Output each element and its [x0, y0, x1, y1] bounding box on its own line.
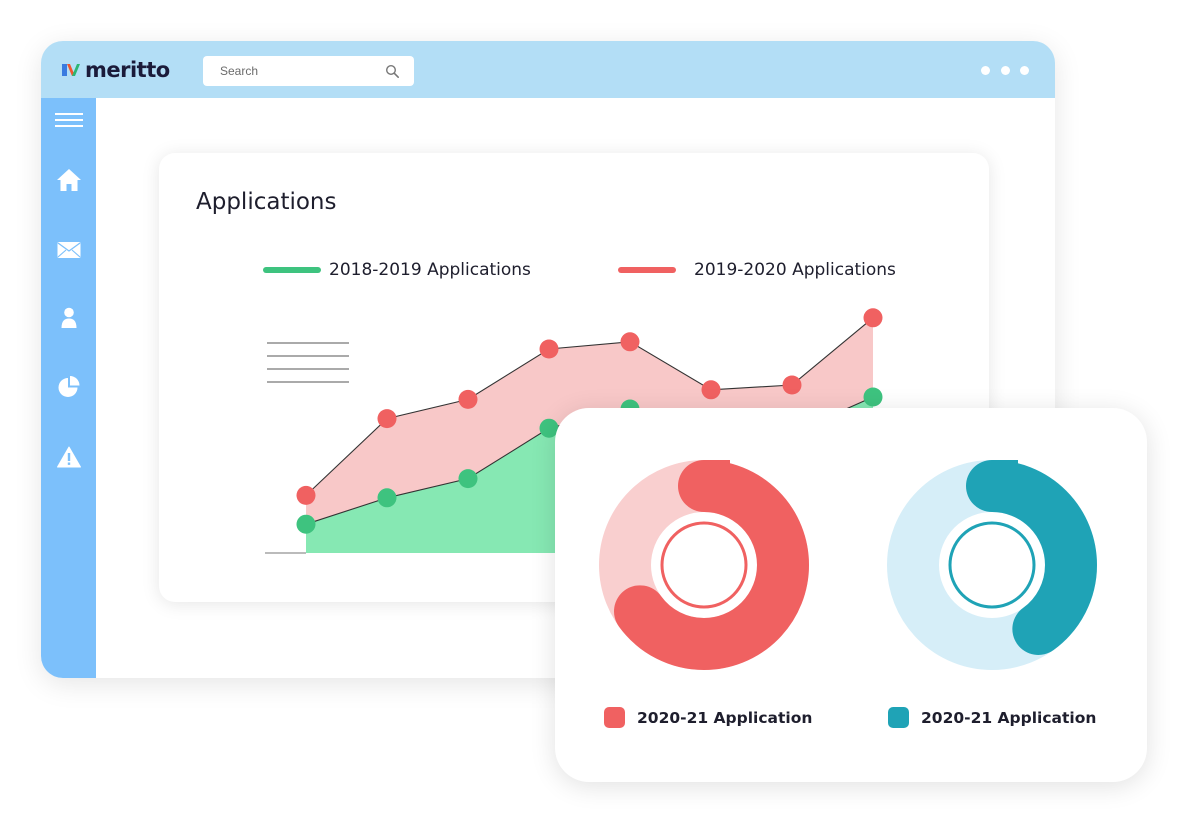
- mail-icon: [57, 242, 80, 258]
- chart-title: Applications: [196, 189, 337, 215]
- legend-swatch: [263, 267, 321, 273]
- donut-inner-ring: [948, 521, 1036, 609]
- legend-swatch: [604, 707, 625, 728]
- dot-icon: [1000, 65, 1010, 75]
- data-point-2019-2020: [458, 389, 478, 409]
- user-icon: [61, 307, 76, 328]
- data-point-2019-2020: [701, 380, 721, 400]
- donut-charts-card: 2020-21 Application 2020-21 Application: [555, 408, 1147, 782]
- legend-item-series-1: 2018-2019 Applications: [263, 260, 531, 280]
- logo-mark-icon: [62, 64, 80, 76]
- dot-icon: [1020, 65, 1029, 75]
- legend-swatch: [888, 707, 909, 728]
- data-point-2018-2019: [458, 469, 478, 489]
- alert-icon: [56, 446, 81, 468]
- legend-swatch: [618, 267, 676, 273]
- donut-chart-red: [599, 460, 809, 670]
- sidebar-item-menu[interactable]: [41, 100, 96, 140]
- data-point-2019-2020: [296, 485, 316, 505]
- sidebar-item-home[interactable]: [41, 160, 96, 200]
- data-point-2018-2019: [863, 387, 883, 407]
- data-point-2018-2019: [296, 514, 316, 534]
- donut-inner-ring: [660, 521, 748, 609]
- data-point-2019-2020: [620, 332, 640, 352]
- top-bar: meritto: [41, 41, 1055, 98]
- data-point-2019-2020: [782, 375, 802, 395]
- donut-arc-start: [704, 460, 730, 512]
- meritto-logo[interactable]: meritto: [61, 56, 170, 84]
- data-point-2018-2019: [539, 418, 559, 438]
- home-icon: [56, 169, 81, 191]
- legend-label: 2019-2020 Applications: [694, 260, 896, 280]
- legend-label: 2020-21 Application: [637, 708, 813, 727]
- data-point-2019-2020: [377, 409, 397, 429]
- data-point-2019-2020: [863, 308, 883, 328]
- data-point-2018-2019: [377, 488, 397, 508]
- legend-label: 2020-21 Application: [921, 708, 1097, 727]
- dot-icon: [981, 65, 990, 75]
- menu-icon: [54, 113, 83, 127]
- sidebar-item-reports[interactable]: [41, 367, 96, 407]
- sidebar-item-mail[interactable]: [41, 230, 96, 270]
- legend-item-series-2: 2019-2020 Applications: [618, 260, 896, 280]
- search-icon[interactable]: [385, 64, 400, 79]
- donut-legend-red: 2020-21 Application: [604, 707, 812, 728]
- sidebar: [41, 98, 96, 678]
- sidebar-item-alerts[interactable]: [41, 437, 96, 477]
- donut-chart-teal: [887, 460, 1097, 670]
- search-box: [203, 56, 414, 86]
- line-2019-2020: [305, 317, 874, 496]
- more-options-button[interactable]: [981, 63, 1029, 77]
- pie-chart-icon: [58, 376, 79, 397]
- logo-text: meritto: [85, 58, 170, 82]
- donut-legend-teal: 2020-21 Application: [888, 707, 1096, 728]
- sidebar-item-profile[interactable]: [41, 298, 96, 338]
- search-input[interactable]: [203, 56, 383, 86]
- data-point-2019-2020: [539, 339, 559, 359]
- donut-arc-start: [992, 460, 1018, 512]
- legend-label: 2018-2019 Applications: [329, 260, 531, 280]
